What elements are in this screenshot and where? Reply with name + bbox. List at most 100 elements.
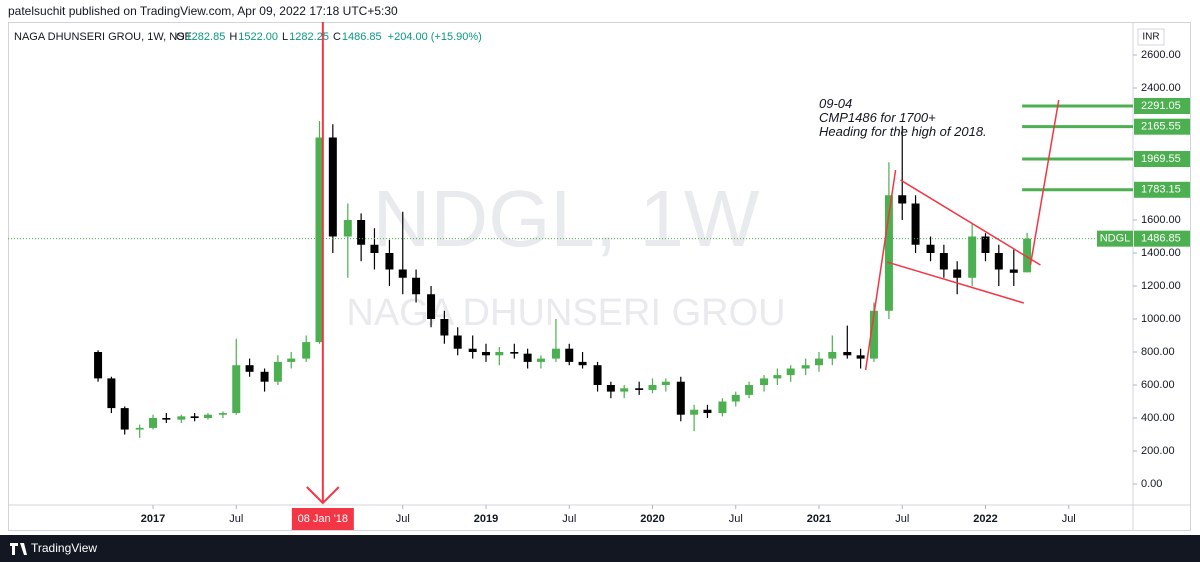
candle-body — [939, 253, 948, 270]
annotation-line: 09-04 — [819, 96, 852, 111]
arrow-head — [306, 486, 340, 505]
y-tick-label: 1200.00 — [1141, 280, 1181, 292]
candle-body — [801, 365, 810, 369]
candle-body — [856, 355, 865, 359]
ohlc-value: 1486.85 — [342, 31, 382, 43]
y-tick-label: 200.00 — [1141, 445, 1175, 457]
candle-body — [370, 244, 379, 254]
ohlc-key: O — [176, 31, 185, 43]
candle-body — [731, 394, 740, 402]
candle-body — [427, 294, 436, 320]
ohlc-value: 1282.85 — [186, 31, 226, 43]
x-tick-label: Jul — [562, 513, 576, 525]
candle-body — [94, 352, 103, 379]
y-tick-label: 600.00 — [1141, 379, 1175, 391]
candle-body — [482, 352, 491, 356]
candle-body — [328, 137, 337, 237]
candle-body — [551, 348, 560, 359]
candle-body — [994, 253, 1003, 270]
target-label: 1969.55 — [1141, 153, 1181, 165]
y-tick-label: 400.00 — [1141, 412, 1175, 424]
candle-body — [135, 427, 144, 430]
candle-body — [510, 352, 519, 354]
target-label: 2165.55 — [1141, 121, 1181, 133]
candle-body — [926, 244, 935, 254]
change: +204.00 (+15.90%) — [388, 31, 482, 43]
candle-body — [287, 358, 296, 362]
candle-body — [786, 368, 795, 376]
candle-body — [635, 388, 644, 390]
target-box — [1134, 118, 1190, 135]
candle-body — [273, 361, 282, 382]
chart-frame — [8, 22, 1191, 531]
target-label: 2291.05 — [1141, 100, 1181, 112]
candle-body — [232, 365, 241, 414]
trendline — [1029, 99, 1060, 266]
footer-brand: TradingView — [31, 541, 97, 555]
ohlc-key: H — [229, 31, 237, 43]
candle-body — [606, 385, 615, 392]
candle-body — [1023, 238, 1032, 273]
x-tick-label: Jul — [396, 513, 410, 525]
candle-body — [661, 381, 670, 386]
footer-bar — [0, 535, 1200, 562]
candle-body — [190, 416, 199, 419]
trendline — [887, 261, 1024, 304]
x-tick-label: Jul — [729, 513, 743, 525]
candle-body — [412, 277, 421, 295]
candle-body — [745, 385, 754, 395]
candle-body — [898, 195, 907, 204]
candle-body — [718, 401, 727, 414]
currency-box — [1137, 28, 1165, 46]
candle-body — [843, 352, 852, 356]
candle-body — [302, 342, 311, 359]
target-box — [1134, 151, 1190, 168]
candle-body — [468, 348, 477, 353]
target-label: 1783.15 — [1141, 184, 1181, 196]
candle-body — [523, 353, 532, 362]
candle-body — [120, 408, 129, 430]
candle-body — [162, 418, 171, 420]
annotation-line: Heading for the high of 2018. — [819, 124, 987, 139]
candle-body — [218, 413, 227, 415]
candle-body — [107, 378, 116, 409]
ohlc-value: 1282.25 — [289, 31, 329, 43]
candle-body — [676, 381, 685, 415]
trendline — [900, 179, 1041, 266]
candle-body — [203, 414, 212, 419]
watermark-ticker: NDGL, 1W — [373, 174, 760, 263]
publish-info: patelsuchit published on TradingView.com… — [8, 4, 398, 18]
candle-body — [648, 385, 657, 390]
x-tick-label: 2020 — [640, 513, 664, 525]
ticker-label: NDGL — [1100, 233, 1131, 245]
x-tick-label: 2019 — [474, 513, 498, 525]
watermark-name: NAGA DHUNSERI GROU — [346, 292, 785, 334]
candle-body — [968, 236, 977, 278]
candle-body — [177, 416, 186, 420]
ohlc-value: 1522.00 — [238, 31, 278, 43]
y-tick-label: 1400.00 — [1141, 247, 1181, 259]
candle-body — [149, 418, 158, 428]
y-tick-label: 2600.00 — [1141, 49, 1181, 61]
ohlc-key: L — [282, 31, 288, 43]
candle-body — [260, 371, 269, 382]
symbol-title: NAGA DHUNSERI GROU, 1W, NSE — [14, 31, 192, 43]
candle-body — [385, 253, 394, 270]
crosshair-label: 08 Jan '18 — [298, 513, 348, 525]
x-tick-label: 2022 — [973, 513, 997, 525]
x-tick-label: Jul — [895, 513, 909, 525]
y-tick-label: 1000.00 — [1141, 313, 1181, 325]
candle-body — [828, 352, 837, 359]
candle-body — [884, 195, 893, 311]
annotation-line: CMP1486 for 1700+ — [819, 110, 936, 125]
candle-body — [814, 358, 823, 366]
trendline — [864, 169, 897, 371]
target-box — [1134, 181, 1190, 198]
watermark-group: NDGL, 1W NAGA DHUNSERI GROU — [346, 174, 785, 334]
y-tick-label: 1600.00 — [1141, 214, 1181, 226]
candle-body — [869, 310, 878, 359]
